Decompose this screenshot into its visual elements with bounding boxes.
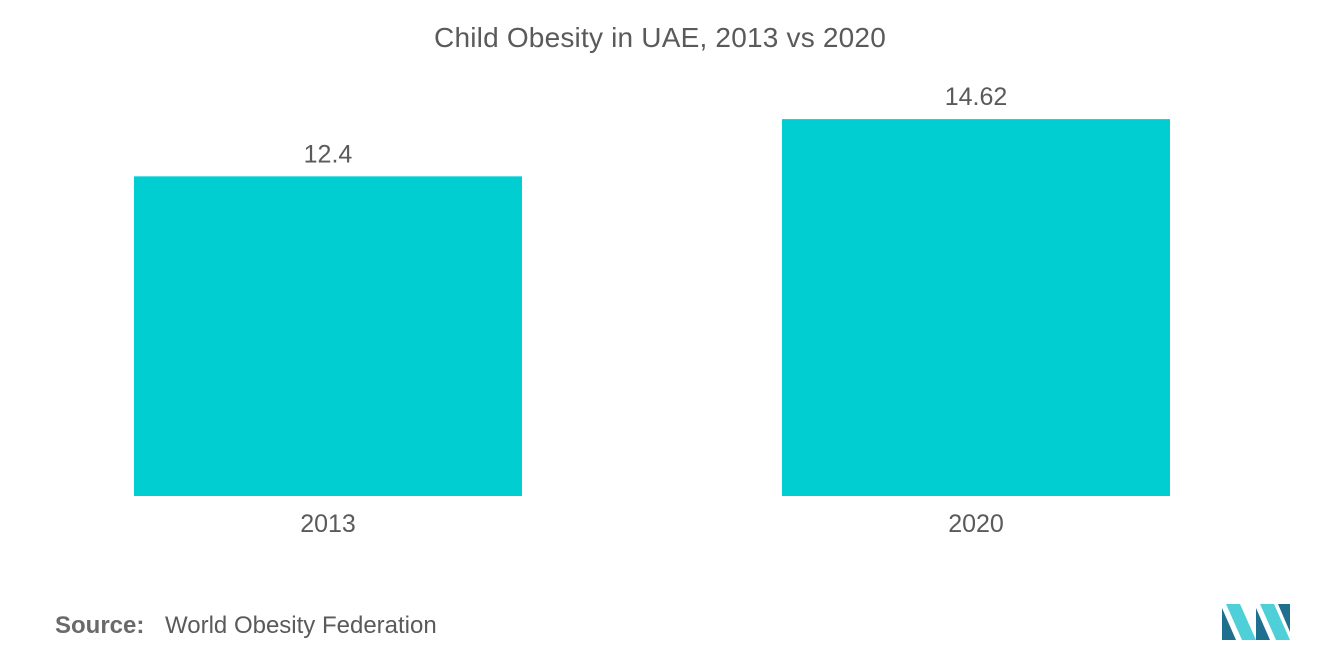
data-label-2013: 12.4 bbox=[304, 140, 353, 168]
bars-layer: 12.4 2013 14.62 2020 bbox=[134, 83, 1170, 538]
source-note: Source: World Obesity Federation bbox=[55, 612, 437, 640]
source-label: Source: bbox=[55, 612, 145, 639]
bar-2013 bbox=[134, 176, 522, 496]
x-tick-label-2020: 2020 bbox=[948, 510, 1004, 538]
brand-logo-icon bbox=[1222, 604, 1290, 640]
data-label-2020: 14.62 bbox=[945, 83, 1008, 111]
chart-title: Child Obesity in UAE, 2013 vs 2020 bbox=[434, 22, 886, 53]
bar-2020 bbox=[782, 119, 1170, 496]
source-text: World Obesity Federation bbox=[165, 612, 437, 639]
x-tick-label-2013: 2013 bbox=[300, 510, 356, 538]
